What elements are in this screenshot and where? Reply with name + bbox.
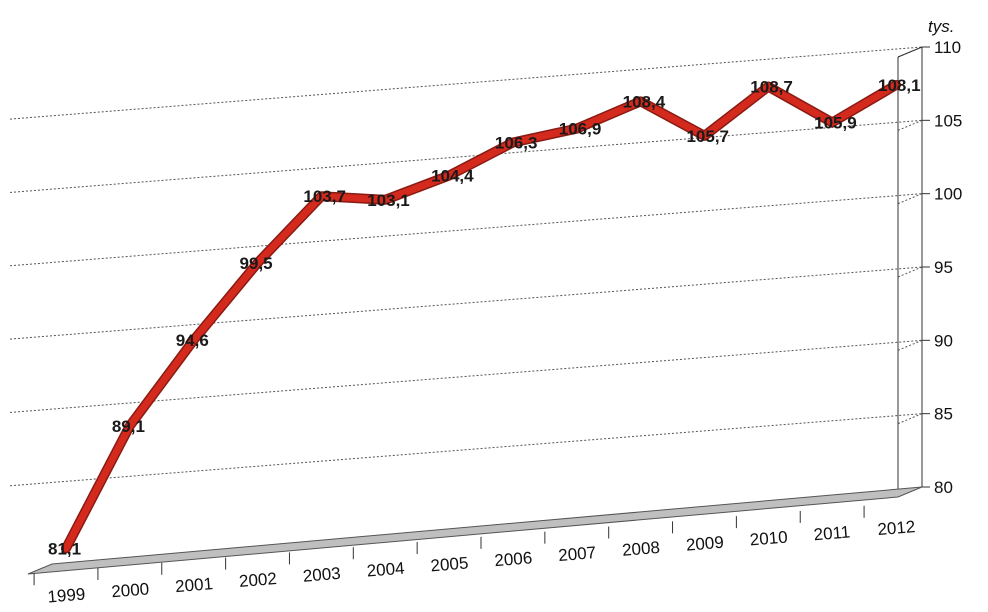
x-category-label-2010: 2010: [749, 528, 788, 550]
gridline-connector-85: [897, 413, 923, 425]
data-point-2012: [894, 83, 898, 87]
data-label-2012: 108,1: [878, 76, 921, 95]
y-tick-label-110: 110: [934, 38, 961, 57]
y-tick-label-100: 100: [934, 185, 962, 204]
x-category-label-2012: 2012: [877, 517, 916, 539]
y-tick-label-85: 85: [934, 405, 953, 424]
x-category-label-2005: 2005: [430, 553, 469, 575]
data-point-2002: [256, 261, 260, 265]
series-line: [61, 80, 901, 554]
data-label-2002: 99,5: [240, 254, 273, 273]
x-category-label-2001: 2001: [174, 574, 213, 596]
data-point-2007: [575, 127, 579, 131]
x-category-labels: 1999 2000 2001 2002 2003 2004 2005 2006 2007 2008…: [47, 517, 916, 606]
data-point-2003: [319, 194, 323, 198]
x-category-label-2006: 2006: [494, 548, 533, 570]
gridline-connector-95: [897, 266, 923, 278]
gridline-110: [9, 46, 923, 120]
x-category-label-2004: 2004: [366, 559, 405, 581]
x-category-label-2009: 2009: [685, 533, 724, 555]
data-label-2008: 108,4: [623, 92, 666, 111]
data-point-2001: [192, 338, 196, 342]
data-label-2011: 105,9: [814, 113, 857, 132]
data-labels: 81,1 89,1 94,6 99,5 103,7 103,1 104,4 106,3 106,…: [48, 76, 921, 558]
data-label-2006: 106,3: [495, 134, 538, 153]
y-tick-labels: 80 85 90 95 100 105 110: [934, 38, 962, 497]
data-point-2004: [383, 198, 387, 202]
gridline-connector-105: [897, 119, 923, 131]
y-tick-label-80: 80: [934, 478, 953, 497]
data-point-2006: [511, 141, 515, 145]
x-category-label-2003: 2003: [302, 564, 341, 586]
gridline-95: [9, 266, 923, 340]
data-point-2009: [702, 134, 706, 138]
data-label-2009: 105,7: [686, 127, 729, 146]
gridline-90: [9, 339, 923, 413]
data-point-2011: [830, 120, 834, 124]
data-point-2000: [128, 424, 132, 428]
x-category-label-2011: 2011: [813, 522, 851, 544]
data-label-2004: 103,1: [367, 191, 410, 210]
gridline-100: [9, 193, 923, 267]
x-category-label-2008: 2008: [621, 538, 660, 560]
data-label-2005: 104,4: [431, 167, 474, 186]
gridline-connector-90: [897, 339, 923, 351]
floor-slab: [27, 486, 923, 575]
x-category-label-2000: 2000: [111, 579, 150, 601]
data-point-2008: [639, 99, 643, 103]
data-point-2010: [766, 85, 770, 89]
series-line-shadow: [61, 80, 901, 554]
data-point-2005: [447, 174, 451, 178]
data-point-1999: [64, 546, 68, 550]
gridlines: [9, 46, 923, 487]
chart-floor: [27, 486, 923, 586]
gridline-105: [9, 119, 923, 193]
gridline-connector-100: [897, 193, 923, 205]
data-label-2010: 108,7: [750, 78, 793, 97]
gridline-85: [9, 413, 923, 487]
axes: [897, 46, 930, 497]
x-category-label-1999: 1999: [47, 585, 86, 607]
data-label-1999: 81,1: [48, 539, 81, 558]
y-axis-top-connector: [897, 46, 923, 58]
data-label-2003: 103,7: [303, 187, 346, 206]
series-line-main: [62, 81, 900, 552]
data-label-2001: 94,6: [176, 331, 209, 350]
y-tick-label-95: 95: [934, 258, 953, 277]
data-label-2000: 89,1: [112, 417, 145, 436]
y-unit-label: tys.: [928, 17, 954, 36]
y-tick-label-90: 90: [934, 331, 953, 350]
x-category-label-2002: 2002: [238, 569, 277, 591]
x-category-label-2007: 2007: [558, 543, 597, 565]
y-tick-label-105: 105: [934, 111, 962, 130]
data-label-2007: 106,9: [559, 120, 602, 139]
